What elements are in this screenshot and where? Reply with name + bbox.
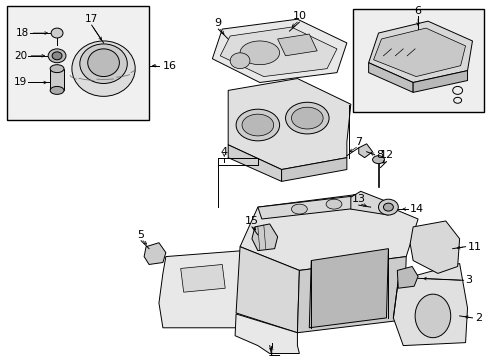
Ellipse shape <box>372 156 384 163</box>
Polygon shape <box>412 71 467 93</box>
Polygon shape <box>257 195 366 219</box>
Polygon shape <box>228 78 350 170</box>
Text: 11: 11 <box>467 242 481 252</box>
Text: 10: 10 <box>292 11 306 21</box>
Text: 12: 12 <box>379 150 393 160</box>
Text: 3: 3 <box>465 275 471 285</box>
Polygon shape <box>251 224 277 251</box>
Bar <box>50 69 64 90</box>
Text: 7: 7 <box>354 137 362 147</box>
Text: 9: 9 <box>214 18 222 28</box>
Text: 16: 16 <box>163 61 177 71</box>
Ellipse shape <box>242 114 273 136</box>
Ellipse shape <box>50 86 64 94</box>
Text: 8: 8 <box>376 150 383 160</box>
Ellipse shape <box>230 53 249 69</box>
Text: 20: 20 <box>14 51 27 61</box>
Ellipse shape <box>240 41 279 65</box>
Text: 6: 6 <box>414 6 421 16</box>
Text: 15: 15 <box>244 216 258 226</box>
Polygon shape <box>240 194 417 270</box>
Ellipse shape <box>378 199 398 215</box>
Text: 19: 19 <box>14 77 27 87</box>
Ellipse shape <box>80 44 127 84</box>
Polygon shape <box>281 158 346 181</box>
Polygon shape <box>235 314 299 354</box>
Polygon shape <box>159 247 301 328</box>
Ellipse shape <box>236 109 279 141</box>
Bar <box>352 9 483 112</box>
Text: 5: 5 <box>137 230 144 240</box>
Ellipse shape <box>383 203 392 211</box>
Text: 2: 2 <box>474 313 482 323</box>
Polygon shape <box>392 264 467 346</box>
Polygon shape <box>220 27 336 77</box>
Ellipse shape <box>285 102 328 134</box>
Polygon shape <box>368 63 412 93</box>
Text: 13: 13 <box>351 194 365 204</box>
Ellipse shape <box>87 49 119 77</box>
Text: 1: 1 <box>267 347 275 357</box>
Ellipse shape <box>72 41 135 96</box>
Ellipse shape <box>291 204 306 214</box>
Polygon shape <box>350 191 392 215</box>
Polygon shape <box>368 21 471 82</box>
Polygon shape <box>297 257 406 333</box>
Polygon shape <box>409 221 459 273</box>
Polygon shape <box>212 19 346 82</box>
Polygon shape <box>181 265 225 292</box>
Ellipse shape <box>325 199 341 209</box>
Ellipse shape <box>48 49 66 63</box>
Polygon shape <box>373 28 465 77</box>
Polygon shape <box>358 144 372 158</box>
Polygon shape <box>308 249 387 328</box>
Text: 18: 18 <box>16 28 29 38</box>
Polygon shape <box>236 247 299 333</box>
Bar <box>7 6 149 120</box>
Ellipse shape <box>52 52 62 60</box>
Polygon shape <box>228 145 281 181</box>
Polygon shape <box>144 243 165 265</box>
Ellipse shape <box>50 65 64 73</box>
Ellipse shape <box>414 294 450 338</box>
Text: 17: 17 <box>85 14 98 24</box>
Polygon shape <box>277 34 317 56</box>
Polygon shape <box>397 266 417 288</box>
Text: 4: 4 <box>220 147 227 157</box>
Text: 14: 14 <box>409 204 424 214</box>
Ellipse shape <box>51 28 63 38</box>
Ellipse shape <box>291 107 323 129</box>
